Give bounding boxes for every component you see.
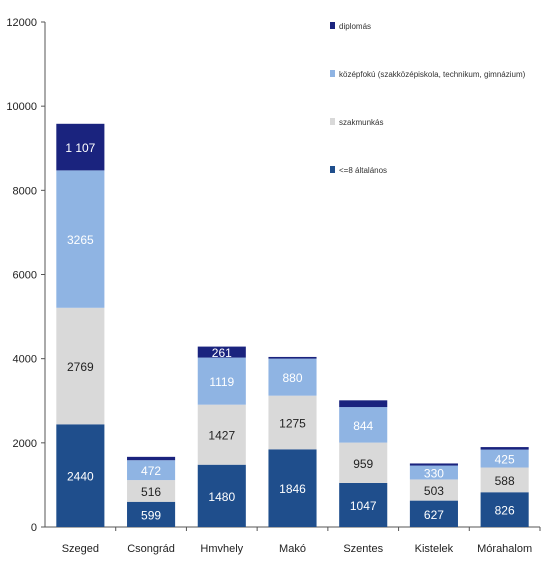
- bar-segment: [197, 464, 246, 527]
- legend-swatch: [330, 70, 335, 77]
- legend-swatch: [330, 118, 335, 125]
- y-tick-label: 8000: [13, 185, 37, 197]
- bar-segment: [268, 356, 317, 359]
- bar-segment: [268, 358, 317, 396]
- bar-segment: [339, 407, 388, 443]
- data-label: 1 107: [65, 141, 95, 155]
- bar-segment: [197, 346, 246, 358]
- data-label: 503: [424, 484, 444, 498]
- bar-segment: [409, 500, 458, 527]
- bar-segment: [127, 501, 176, 527]
- bar-segment: [127, 456, 176, 461]
- data-label: 330: [424, 467, 444, 481]
- bar-segment: [480, 467, 529, 493]
- bar-segment: [268, 395, 317, 450]
- bar-segment: [480, 492, 529, 527]
- x-category-label: Hmvhely: [200, 543, 243, 555]
- data-label: 472: [141, 464, 161, 478]
- data-label: 3265: [67, 233, 94, 247]
- data-label: 425: [495, 453, 515, 467]
- bar-segment: [197, 357, 246, 405]
- data-label: 826: [495, 504, 515, 518]
- data-label: 844: [353, 419, 373, 433]
- bar-segment: [339, 442, 388, 483]
- y-tick-label: 0: [31, 522, 37, 534]
- legend-label: diplomás: [339, 22, 371, 31]
- bar-segment: [197, 404, 246, 465]
- data-label: 2769: [67, 360, 94, 374]
- data-label: 516: [141, 485, 161, 499]
- data-label: 959: [353, 457, 373, 471]
- bars: 2440 2769 3265 1 107 599 516 472 1480 1427 1119 26…: [56, 123, 529, 527]
- bar-segment: [339, 400, 388, 408]
- data-label: 1480: [208, 490, 235, 504]
- data-label: 880: [282, 371, 302, 385]
- y-tick-label: 6000: [13, 270, 37, 282]
- data-label: 599: [141, 508, 161, 522]
- legend-label: szakmunkás: [339, 118, 383, 127]
- data-label: 261: [212, 346, 232, 360]
- x-category-label: Makó: [279, 543, 306, 555]
- x-category-label: Szeged: [62, 543, 99, 555]
- y-tick-label: 2000: [13, 438, 37, 450]
- x-category-label: Szentes: [343, 543, 383, 555]
- bar-segment: [268, 449, 317, 527]
- bar-segment: [339, 482, 388, 527]
- bar-segment: [409, 463, 458, 466]
- bar-segment: [56, 170, 105, 308]
- y-tick-label: 4000: [13, 354, 37, 366]
- data-label: 1119: [209, 375, 234, 389]
- x-category-label: Kistelek: [415, 543, 454, 555]
- data-label: 1846: [279, 482, 306, 496]
- data-label: 1047: [350, 499, 377, 513]
- bar-segment: [56, 307, 105, 425]
- bar-segment: [127, 480, 176, 502]
- y-tick-label: 10000: [6, 101, 37, 113]
- bar-segment: [127, 460, 176, 481]
- bar-segment: [480, 449, 529, 468]
- data-label: 1427: [208, 429, 235, 443]
- data-label: 627: [424, 508, 444, 522]
- bar-segment: [409, 479, 458, 501]
- data-label: 2440: [67, 470, 94, 484]
- x-category-label: Csongrád: [127, 543, 175, 555]
- bar-segment: [56, 123, 105, 171]
- data-label: 588: [495, 474, 515, 488]
- legend-label: <=8 általános: [339, 166, 387, 175]
- legend-swatch: [330, 22, 335, 29]
- bar-segment: [480, 447, 529, 450]
- legend: diplomás középfokú (szakközépiskola, tech…: [330, 22, 526, 175]
- y-tick-label: 12000: [6, 17, 37, 29]
- bar-segment: [56, 424, 105, 527]
- axes: 0 2000 4000 6000 8000 10000 12000 Szeged Csongrá…: [6, 17, 541, 555]
- x-category-label: Mórahalom: [477, 543, 532, 555]
- legend-swatch: [330, 166, 335, 173]
- data-label: 1275: [279, 416, 306, 430]
- legend-label: középfokú (szakközépiskola, technikum, g…: [339, 70, 526, 79]
- bar-segment: [409, 465, 458, 480]
